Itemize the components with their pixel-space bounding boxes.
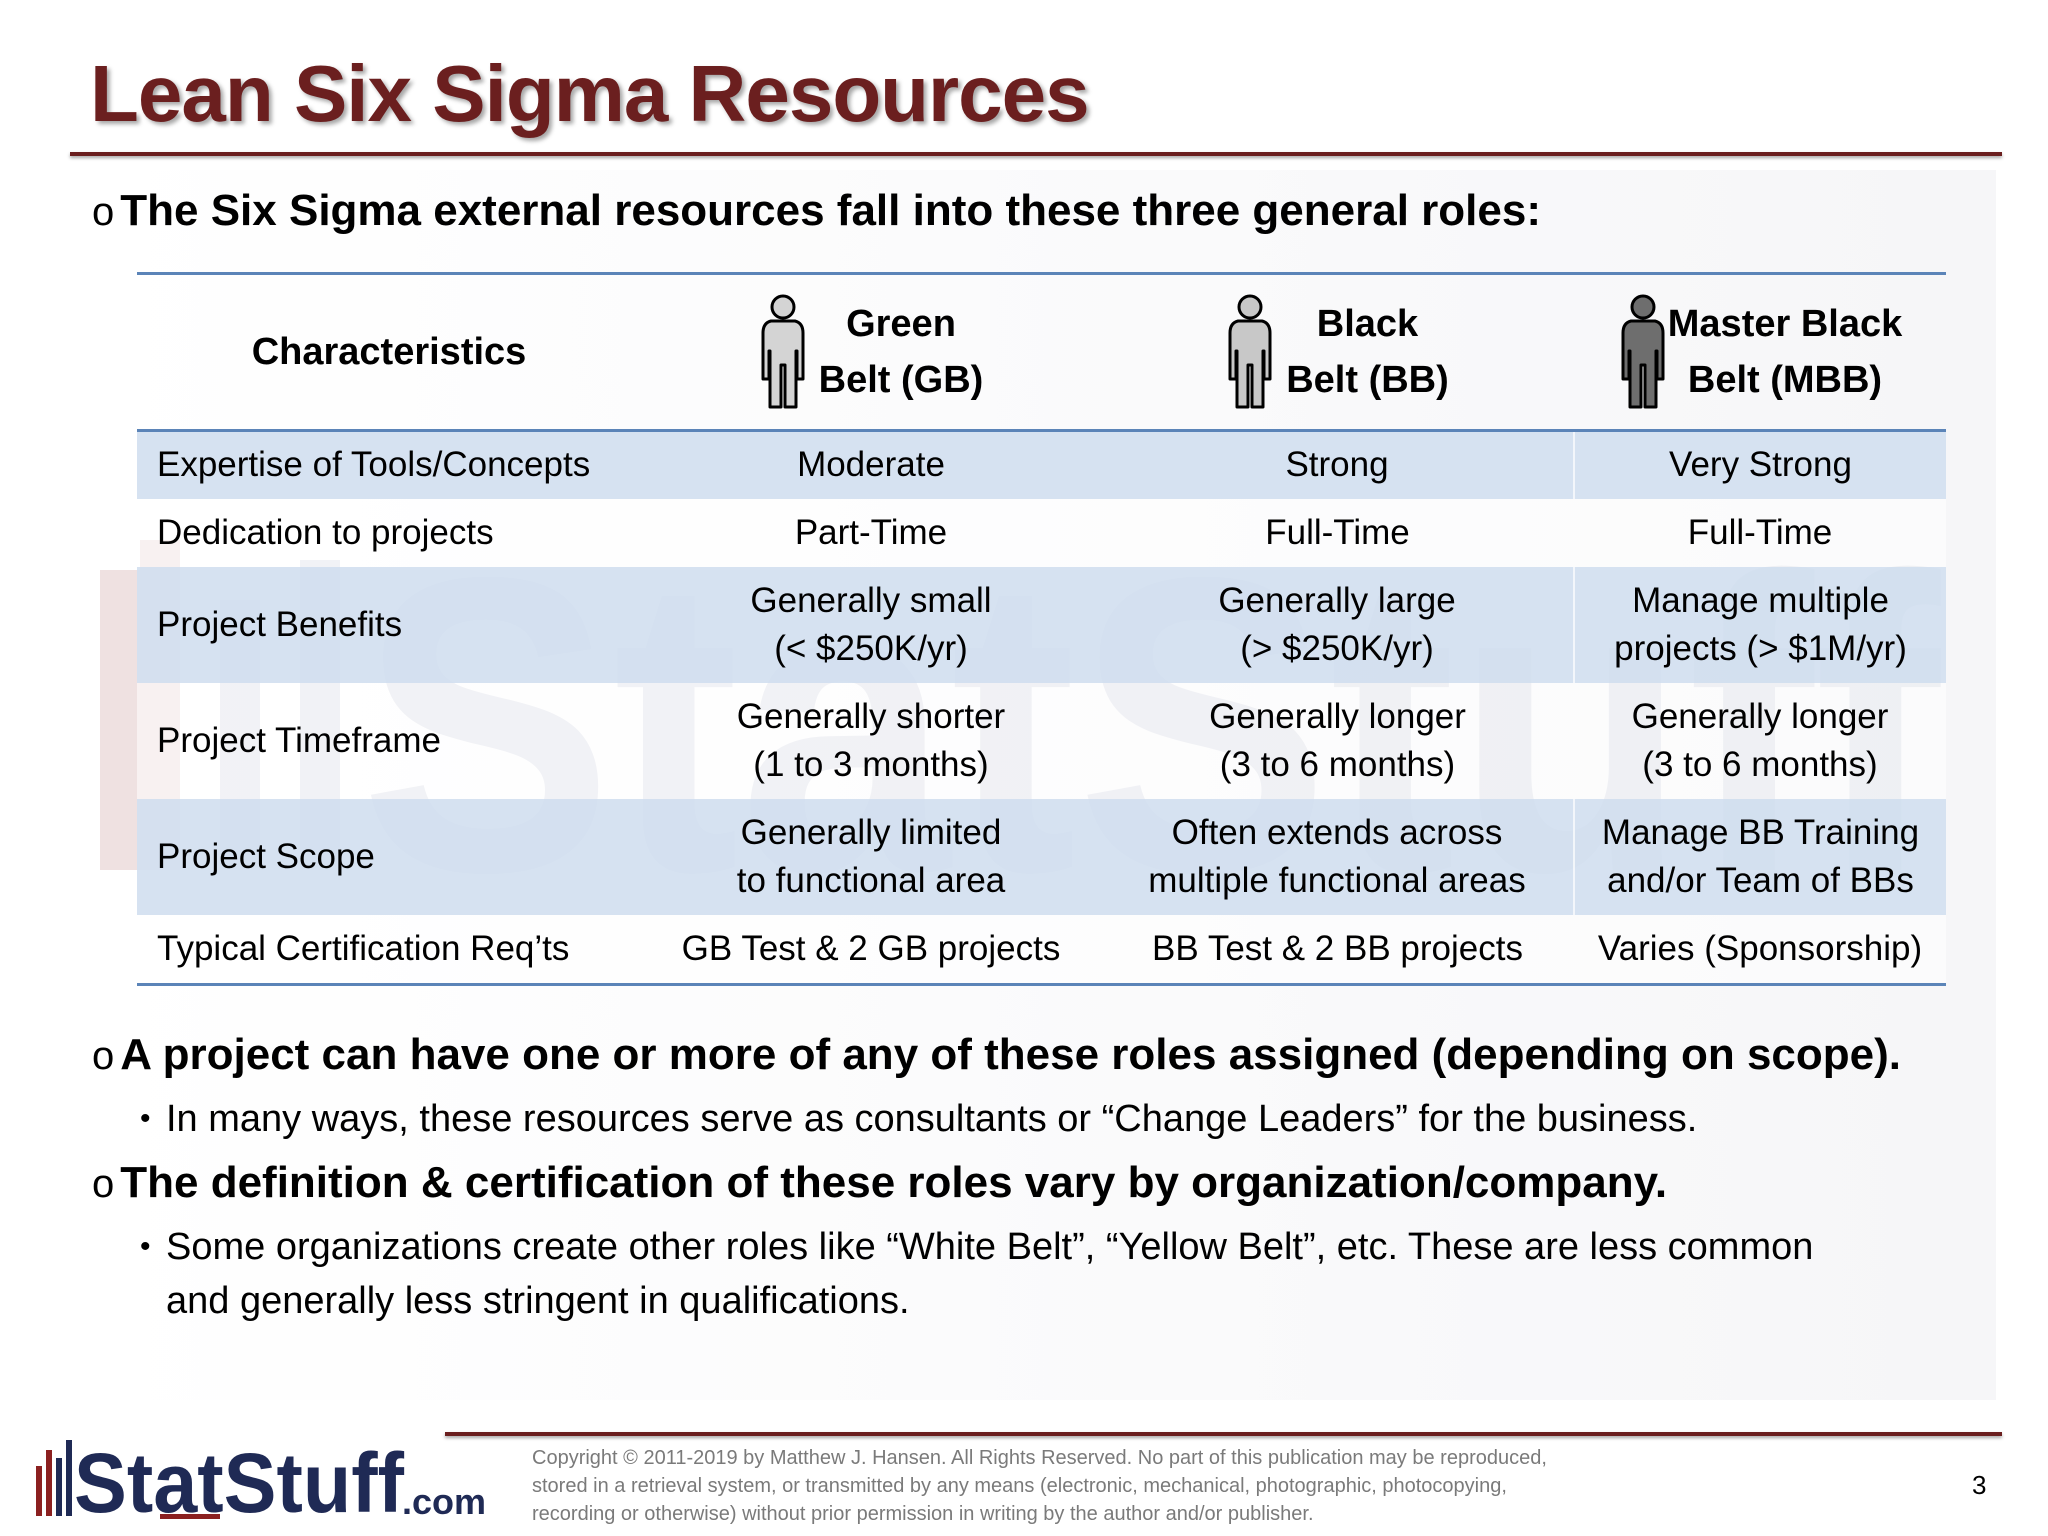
sub-bullet-text: In many ways, these resources serve as c… — [166, 1098, 1698, 1140]
cell-line: projects (> $1M/yr) — [1614, 628, 1907, 668]
sub-bullet-text: Some organizations create other roles li… — [166, 1226, 1814, 1322]
table-row: Typical Certification Req’ts GB Test & 2… — [137, 914, 1946, 985]
svg-text:StatStuff: StatStuff — [74, 1436, 405, 1522]
table-row: Project Scope Generally limited to functi… — [137, 798, 1946, 915]
gb-cell: Generally limited to functional area — [641, 799, 1101, 915]
title-divider — [70, 152, 2002, 156]
header-line: Green — [846, 303, 956, 345]
cell-line: Generally longer — [1631, 696, 1889, 736]
intro-text: The Six Sigma external resources fall in… — [120, 186, 1541, 235]
bb-cell: BB Test & 2 BB projects — [1152, 928, 1523, 968]
cell-line: (< $250K/yr) — [774, 628, 968, 668]
cell-line: Generally small — [750, 580, 992, 620]
cell-line: and/or Team of BBs — [1607, 860, 1914, 900]
mbb-cell: Very Strong — [1573, 430, 1946, 499]
cell-line: (> $250K/yr) — [1240, 628, 1434, 668]
sub-bullet-consultants: • In many ways, these resources serve as … — [140, 1092, 1864, 1146]
cell-line: Manage multiple — [1632, 580, 1889, 620]
cell-line: Generally shorter — [736, 696, 1006, 736]
page-title: Lean Six Sigma Resources — [90, 49, 1090, 138]
mbb-cell: Generally longer (3 to 6 months) — [1574, 683, 1946, 799]
gb-cell: Generally shorter (1 to 3 months) — [641, 683, 1101, 799]
row-label: Dedication to projects — [157, 512, 494, 552]
gb-cell: GB Test & 2 GB projects — [681, 928, 1061, 968]
bullet-definition-certification: o The definition & certification of these… — [92, 1158, 1667, 1208]
table-row: Dedication to projects Part-Time Full-Ti… — [137, 498, 1946, 567]
header-line: Belt (GB) — [818, 359, 984, 401]
bb-cell: Generally longer (3 to 6 months) — [1101, 683, 1574, 799]
header-line: Belt (MBB) — [1687, 359, 1883, 401]
header-line: Belt (BB) — [1286, 359, 1449, 401]
footer-divider — [445, 1432, 2002, 1436]
gb-cell: Moderate — [797, 445, 945, 485]
bb-cell: Generally large (> $250K/yr) — [1101, 567, 1574, 683]
svg-text:.com: .com — [402, 1481, 486, 1522]
mbb-cell: Manage multiple projects (> $1M/yr) — [1573, 566, 1946, 683]
mbb-cell: Manage BB Training and/or Team of BBs — [1573, 798, 1946, 915]
row-label: Project Benefits — [157, 604, 403, 644]
person-icon — [1228, 294, 1272, 409]
content-background — [96, 170, 1996, 1400]
row-label: Expertise of Tools/Concepts — [157, 445, 591, 485]
cell-line: Often extends across — [1171, 812, 1503, 852]
header-line: Master Black — [1667, 303, 1903, 345]
cell-line: Generally longer — [1209, 696, 1466, 736]
bb-cell: Full-Time — [1265, 512, 1410, 552]
cell-line: (3 to 6 months) — [1219, 744, 1456, 784]
gb-cell: Generally small (< $250K/yr) — [641, 567, 1101, 683]
person-icon — [761, 294, 805, 409]
header-line: Black — [1316, 303, 1419, 345]
row-label: Project Timeframe — [157, 720, 441, 760]
gb-cell: Part-Time — [794, 512, 948, 552]
cell-line: to functional area — [736, 860, 1006, 900]
cell-line: (1 to 3 months) — [753, 744, 989, 784]
bullet-text: The definition & certification of these … — [120, 1158, 1668, 1207]
table-row: Expertise of Tools/Concepts Moderate Str… — [137, 430, 1946, 499]
cell-line: Generally limited — [740, 812, 1002, 852]
table-header-row: Characteristics Green Belt (GB) — [137, 273, 1946, 431]
bullet-marker: • — [140, 1230, 151, 1263]
cell-line: multiple functional areas — [1148, 860, 1526, 900]
header-characteristics: Characteristics — [251, 330, 527, 373]
mbb-cell: Full-Time — [1687, 512, 1833, 552]
cell-line: (3 to 6 months) — [1642, 744, 1878, 784]
bullet-marker: o — [92, 1034, 115, 1078]
header-master-black-belt: Master Black Belt (MBB) — [1574, 274, 1946, 431]
statstuff-watermark: StatStuff — [100, 540, 1944, 910]
bullet-marker: o — [92, 190, 115, 234]
bullet-marker: o — [92, 1162, 115, 1206]
header-green-belt: Green Belt (GB) — [641, 274, 1101, 431]
statstuff-logo: StatStuff .com — [36, 1436, 486, 1522]
bb-cell: Often extends across multiple functional … — [1101, 799, 1574, 915]
bullet-text: A project can have one or more of any of… — [120, 1030, 1901, 1079]
sub-bullet-other-roles: • Some organizations create other roles l… — [140, 1220, 1844, 1328]
page-number: 3 — [1972, 1470, 1987, 1500]
roles-table: Characteristics Green Belt (GB) — [137, 272, 1946, 986]
intro-bullet: o The Six Sigma external resources fall i… — [92, 186, 1541, 236]
mbb-cell: Varies (Sponsorship) — [1597, 928, 1923, 968]
bullet-marker: • — [140, 1102, 151, 1135]
copyright-notice: Copyright © 2011-2019 by Matthew J. Hans… — [532, 1447, 1547, 1525]
table-row: Project Benefits Generally small (< $250K… — [137, 566, 1946, 683]
row-label: Project Scope — [157, 836, 375, 876]
cell-line: Generally large — [1218, 580, 1456, 620]
bb-cell: Strong — [1285, 445, 1389, 485]
cell-line: Manage BB Training — [1601, 812, 1920, 852]
header-black-belt: Black Belt (BB) — [1101, 274, 1574, 431]
person-icon — [1621, 294, 1665, 409]
table-row: Project Timeframe Generally shorter (1 to… — [137, 682, 1946, 799]
row-label: Typical Certification Req’ts — [157, 928, 570, 968]
